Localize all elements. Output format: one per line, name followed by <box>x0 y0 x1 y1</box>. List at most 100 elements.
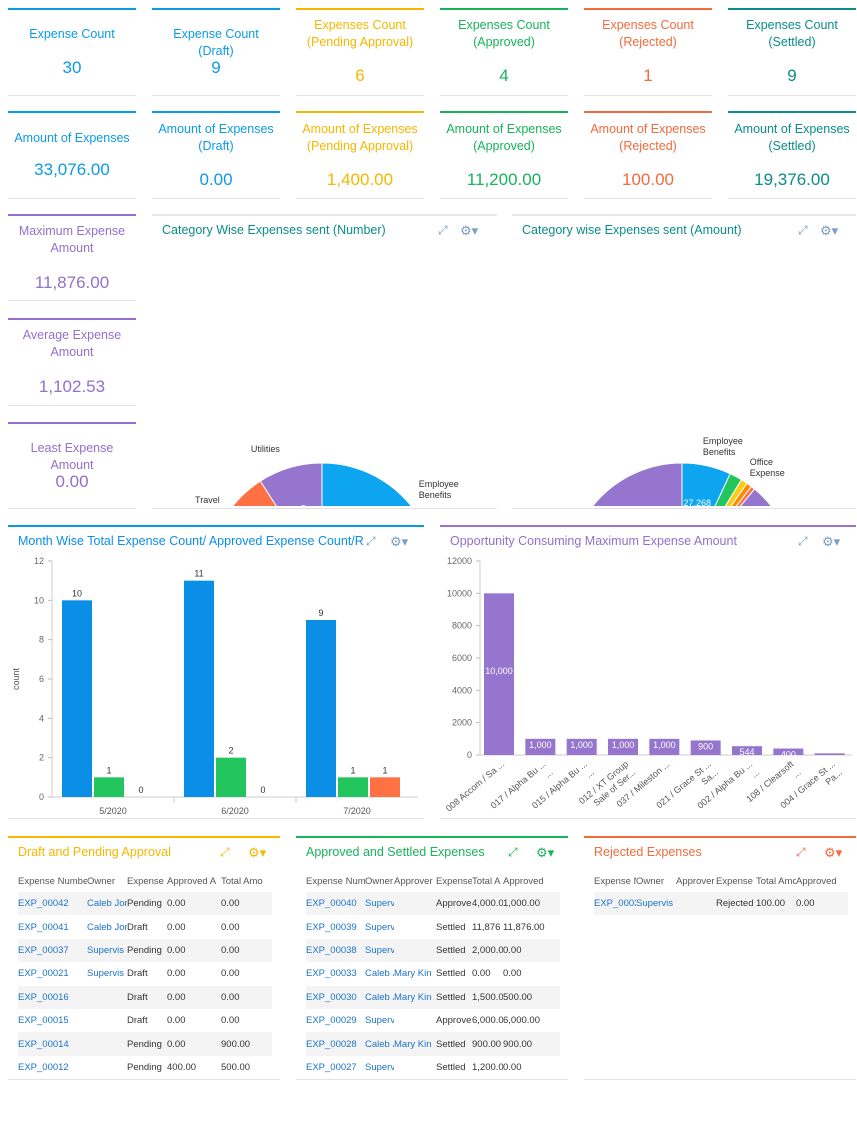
kpi-amount-tile[interactable]: Amount of Expenses (Rejected) 100.00 <box>584 111 712 199</box>
kpi-count-tile[interactable]: Expenses Count (Pending Approval) 6 <box>296 8 424 96</box>
kpi-count-tile[interactable]: Expenses Count (Rejected) 1 <box>584 8 712 96</box>
gear-icon[interactable]: ⚙▾ <box>536 845 555 860</box>
column-header[interactable]: Expense Num <box>306 875 365 887</box>
table-cell-link[interactable]: Superv <box>365 944 394 956</box>
column-header[interactable]: Approved <box>796 875 837 887</box>
bar[interactable] <box>484 593 514 755</box>
table-row[interactable]: EXP_00015 Draft 0.00 0.00 <box>18 1009 272 1032</box>
kpi-amount-tile[interactable]: Amount of Expenses (Settled) 19,376.00 <box>728 111 856 199</box>
table-cell-link[interactable]: EXP_00016 <box>18 991 69 1003</box>
table-row[interactable]: EXP_00027 Superv Settled 1,200.0 0.00 <box>306 1056 560 1079</box>
table-cell-link[interactable]: Mary Kin <box>394 1038 432 1050</box>
table-cell-link[interactable]: Mary Kin <box>394 991 432 1003</box>
gear-icon[interactable]: ⚙▾ <box>822 534 841 549</box>
table-cell-link[interactable]: Superv <box>365 1061 394 1073</box>
table-row[interactable]: EXP_00039 Superv Settled 11,876 11,876.00 <box>306 915 560 938</box>
column-header[interactable]: Total Amo <box>221 875 263 887</box>
table-cell-link[interactable]: Caleb Jor <box>87 921 127 933</box>
table-cell-link[interactable]: EXP_00040 <box>306 898 357 910</box>
expand-icon[interactable]: ⤢ <box>798 534 808 548</box>
table-cell-link[interactable]: Caleb J <box>365 991 394 1003</box>
table-cell-link[interactable]: EXP_00015 <box>18 1015 69 1027</box>
table-row[interactable]: EXP_00021 Supervis Draft 0.00 0.00 <box>18 962 272 985</box>
table-cell-link[interactable]: EXP_00029 <box>306 1015 357 1027</box>
table-cell-link[interactable]: Caleb J <box>365 1038 394 1050</box>
table-cell-link[interactable]: EXP_00012 <box>18 1061 69 1073</box>
table-cell-link[interactable]: Superv <box>365 1015 394 1027</box>
table-row[interactable]: EXP_00038 Superv Settled 2,000.0 0.00 <box>306 938 560 963</box>
column-header[interactable]: Approver <box>394 875 433 887</box>
table-cell-link[interactable]: Caleb Jor <box>87 898 127 910</box>
table-cell-link[interactable]: EXP_00027 <box>306 1061 357 1073</box>
table-cell-link[interactable]: Superv <box>365 898 394 910</box>
table-cell-link[interactable]: Caleb J <box>365 968 394 980</box>
bar[interactable] <box>306 620 336 797</box>
bar[interactable] <box>184 580 214 797</box>
kpi-count-tile[interactable]: Expense Count (Draft) 9 <box>152 8 280 96</box>
gear-icon[interactable]: ⚙▾ <box>460 223 479 238</box>
expand-icon[interactable]: ⤢ <box>508 845 518 859</box>
table-row[interactable]: EXP_00014 Pending 0.00 900.00 <box>18 1032 272 1056</box>
column-header[interactable]: Approver <box>676 875 715 887</box>
kpi-amount-tile[interactable]: Amount of Expenses (Draft) 0.00 <box>152 111 280 199</box>
table-cell-link[interactable]: Superv <box>365 921 394 933</box>
pie-slice[interactable] <box>211 480 322 506</box>
table-cell-link[interactable]: Supervis <box>636 898 673 910</box>
table-cell-link[interactable]: EXP_00039 <box>306 921 357 933</box>
table-cell-link[interactable]: Supervis <box>87 968 124 980</box>
bar[interactable] <box>216 757 246 797</box>
kpi-side-tile[interactable]: Maximum Expense Amount 11,876.00 <box>8 214 136 301</box>
kpi-count-tile[interactable]: Expenses Count (Settled) 9 <box>728 8 856 96</box>
bar[interactable] <box>338 777 368 797</box>
kpi-amount-tile[interactable]: Amount of Expenses (Approved) 11,200.00 <box>440 111 568 199</box>
kpi-amount-tile[interactable]: Amount of Expenses 33,076.00 <box>8 111 136 199</box>
gear-icon[interactable]: ⚙▾ <box>824 845 843 860</box>
table-row[interactable]: EXP_00042 Caleb Jor Pending 0.00 0.00 <box>18 892 272 916</box>
kpi-amount-tile[interactable]: Amount of Expenses (Pending Approval) 1,4… <box>296 111 424 199</box>
bar[interactable] <box>649 738 680 755</box>
table-cell-link[interactable]: EXP_00042 <box>18 898 69 910</box>
pie-slice[interactable] <box>321 462 436 506</box>
table-cell-link[interactable]: Supervis <box>87 944 124 956</box>
bar[interactable] <box>94 777 124 797</box>
table-row[interactable]: EXP_00029 Superv Approve 6,000.0 6,000.00 <box>306 1009 560 1032</box>
bar[interactable] <box>814 753 845 755</box>
kpi-side-tile[interactable]: Least Expense Amount 0.00 <box>8 422 136 509</box>
table-row[interactable]: EXP_00040 Superv Approve 4,000.0 1,000.00 <box>306 892 560 916</box>
column-header[interactable]: Owner <box>636 875 664 887</box>
table-row[interactable]: EXP_00041 Caleb Jor Draft 0.00 0.00 <box>18 915 272 938</box>
table-cell-link[interactable]: EXP_0003 <box>594 898 636 910</box>
table-cell-link[interactable]: EXP_00021 <box>18 968 69 980</box>
table-cell-link[interactable]: EXP_00041 <box>18 921 69 933</box>
kpi-count-tile[interactable]: Expenses Count (Approved) 4 <box>440 8 568 96</box>
kpi-count-tile[interactable]: Expense Count 30 <box>8 8 136 96</box>
table-row[interactable]: EXP_00012 Pending 400.00 500.00 <box>18 1056 272 1079</box>
column-header[interactable]: Total Amo <box>756 875 796 887</box>
bar[interactable] <box>370 777 400 797</box>
column-header[interactable]: Approved <box>503 875 544 887</box>
column-header[interactable]: Owner <box>365 875 393 887</box>
column-header[interactable]: Expense Numbe <box>18 875 87 887</box>
table-cell-link[interactable]: Mary Kin <box>394 968 432 980</box>
expand-icon[interactable]: ⤢ <box>220 845 230 859</box>
table-cell-link[interactable]: EXP_00037 <box>18 944 69 956</box>
column-header[interactable]: Expense <box>436 875 472 887</box>
column-header[interactable]: Expense <box>127 875 164 887</box>
pie-slice[interactable] <box>568 462 796 506</box>
table-row[interactable]: EXP_00037 Supervis Pending 0.00 0.00 <box>18 938 272 963</box>
bar[interactable] <box>566 738 597 755</box>
column-header[interactable]: Total A <box>472 875 501 887</box>
expand-icon[interactable]: ⤢ <box>798 223 808 237</box>
table-cell-link[interactable]: EXP_00014 <box>18 1038 69 1050</box>
kpi-side-tile[interactable]: Average Expense Amount 1,102.53 <box>8 318 136 406</box>
table-row[interactable]: EXP_00028 Caleb J Mary Kin Settled 900.00 900… <box>306 1032 560 1056</box>
bar[interactable] <box>773 748 804 755</box>
gear-icon[interactable]: ⚙▾ <box>390 534 409 549</box>
expand-icon[interactable]: ⤢ <box>796 845 806 859</box>
table-cell-link[interactable]: EXP_00028 <box>306 1038 357 1050</box>
bar[interactable] <box>62 600 92 797</box>
expand-icon[interactable]: ⤢ <box>438 223 448 237</box>
gear-icon[interactable]: ⚙▾ <box>248 845 267 860</box>
table-row[interactable]: EXP_00030 Caleb J Mary Kin Settled 1,500.0 50… <box>306 985 560 1009</box>
expand-icon[interactable]: ⤢ <box>366 534 376 548</box>
